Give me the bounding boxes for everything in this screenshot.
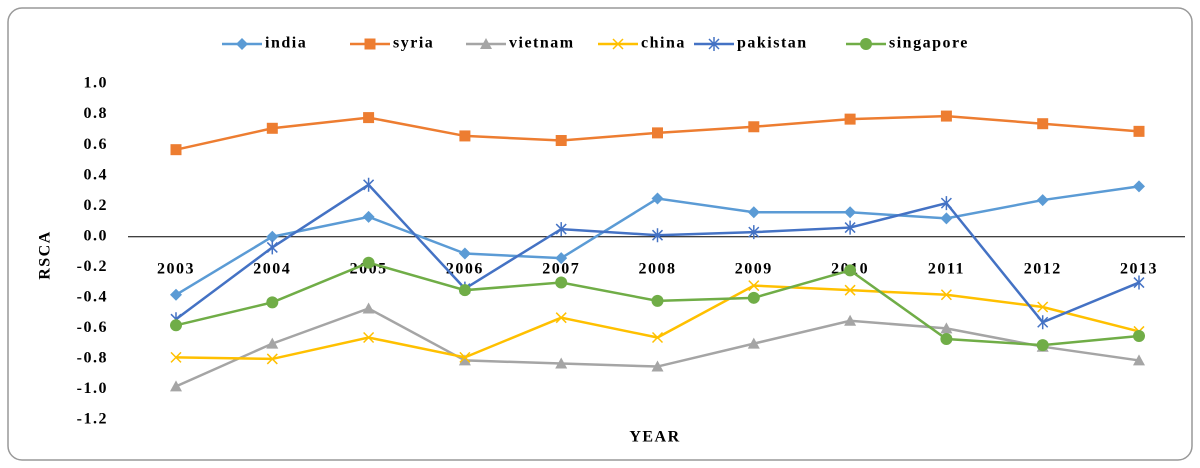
x-tick-label: 2011 <box>928 260 965 277</box>
y-tick-label: -0.4 <box>77 288 108 305</box>
data-point <box>266 353 278 365</box>
data-point <box>1133 354 1145 366</box>
data-point <box>651 331 664 344</box>
data-point <box>458 284 471 297</box>
data-point <box>1133 125 1145 137</box>
legend-marker <box>860 38 872 50</box>
legend-marker <box>236 38 248 50</box>
data-point <box>1037 118 1049 130</box>
data-point <box>555 357 568 369</box>
data-point <box>940 196 952 211</box>
data-point <box>170 351 182 363</box>
y-tick-label: -0.2 <box>77 258 108 275</box>
y-tick-label: -0.8 <box>77 350 108 367</box>
data-point <box>266 296 279 309</box>
data-point <box>748 121 760 133</box>
y-tick-label: -1.2 <box>77 411 108 428</box>
data-point <box>651 294 664 307</box>
data-point <box>266 230 279 243</box>
y-tick-label: -0.6 <box>77 319 108 336</box>
legend-label: singapore <box>889 35 969 52</box>
y-tick-label: 0.0 <box>84 227 109 244</box>
data-point <box>362 256 375 269</box>
data-point <box>458 354 471 366</box>
data-point <box>747 206 760 219</box>
legend-marker <box>480 38 492 49</box>
legend-label: pakistan <box>737 35 808 52</box>
data-point <box>844 220 856 235</box>
data-point <box>363 112 375 124</box>
y-tick-label: 0.6 <box>84 136 109 153</box>
data-point <box>266 122 278 134</box>
data-point <box>651 228 664 243</box>
data-point <box>266 337 279 349</box>
legend-label: syria <box>393 35 434 52</box>
data-point <box>652 127 663 139</box>
legend-marker <box>612 38 624 50</box>
data-point <box>170 319 182 332</box>
data-point <box>362 302 375 314</box>
x-tick-label: 2007 <box>542 260 580 277</box>
data-point <box>170 144 182 156</box>
data-point <box>555 222 567 237</box>
data-point <box>555 276 568 289</box>
data-point <box>266 240 278 255</box>
data-point <box>1133 180 1145 193</box>
data-point <box>1036 194 1049 207</box>
data-point <box>362 210 375 223</box>
x-tick-label: 2003 <box>157 260 195 277</box>
x-tick-label: 2012 <box>1024 260 1062 277</box>
data-point <box>747 337 760 349</box>
data-point <box>170 288 182 301</box>
data-point <box>555 135 567 147</box>
y-tick-label: 0.4 <box>84 166 109 183</box>
data-point <box>555 312 567 324</box>
data-point <box>1037 301 1049 313</box>
x-tick-label: 2009 <box>735 260 773 277</box>
data-point <box>1036 339 1049 352</box>
legend-marker <box>708 37 720 51</box>
legend-label: china <box>641 35 686 52</box>
data-point <box>651 360 664 372</box>
legend-label: vietnam <box>509 35 575 52</box>
data-point <box>459 130 471 142</box>
data-point <box>363 331 375 344</box>
data-point <box>1133 330 1145 342</box>
y-tick-label: 0.8 <box>84 105 109 122</box>
data-point <box>459 351 471 363</box>
data-point <box>555 252 568 265</box>
y-tick-label: 1.0 <box>84 75 109 92</box>
data-point <box>170 380 182 392</box>
data-point <box>844 314 857 326</box>
data-point <box>940 212 953 225</box>
x-tick-label: 2008 <box>639 260 677 277</box>
data-point <box>844 113 856 125</box>
data-point <box>940 322 953 334</box>
data-point <box>748 280 760 292</box>
legend-label: india <box>265 35 307 52</box>
data-point <box>940 333 953 346</box>
y-tick-label: 0.2 <box>84 197 109 214</box>
y-tick-label: -1.0 <box>77 380 108 397</box>
data-point <box>748 225 760 240</box>
data-point <box>458 247 471 260</box>
data-point <box>844 264 857 277</box>
data-point <box>747 291 760 304</box>
y-axis-title: RSCA <box>37 230 54 280</box>
data-point <box>844 206 857 219</box>
data-point <box>940 110 952 122</box>
data-point <box>651 192 664 205</box>
data-point <box>1133 275 1145 290</box>
data-point <box>844 284 856 296</box>
x-tick-label: 2004 <box>253 260 291 277</box>
x-tick-label: 2006 <box>446 260 484 277</box>
x-axis-title: YEAR <box>629 429 680 446</box>
x-tick-label: 2013 <box>1120 260 1158 277</box>
data-point <box>1037 315 1049 330</box>
data-point <box>940 289 952 301</box>
data-point <box>363 177 375 192</box>
legend-marker <box>364 38 376 50</box>
